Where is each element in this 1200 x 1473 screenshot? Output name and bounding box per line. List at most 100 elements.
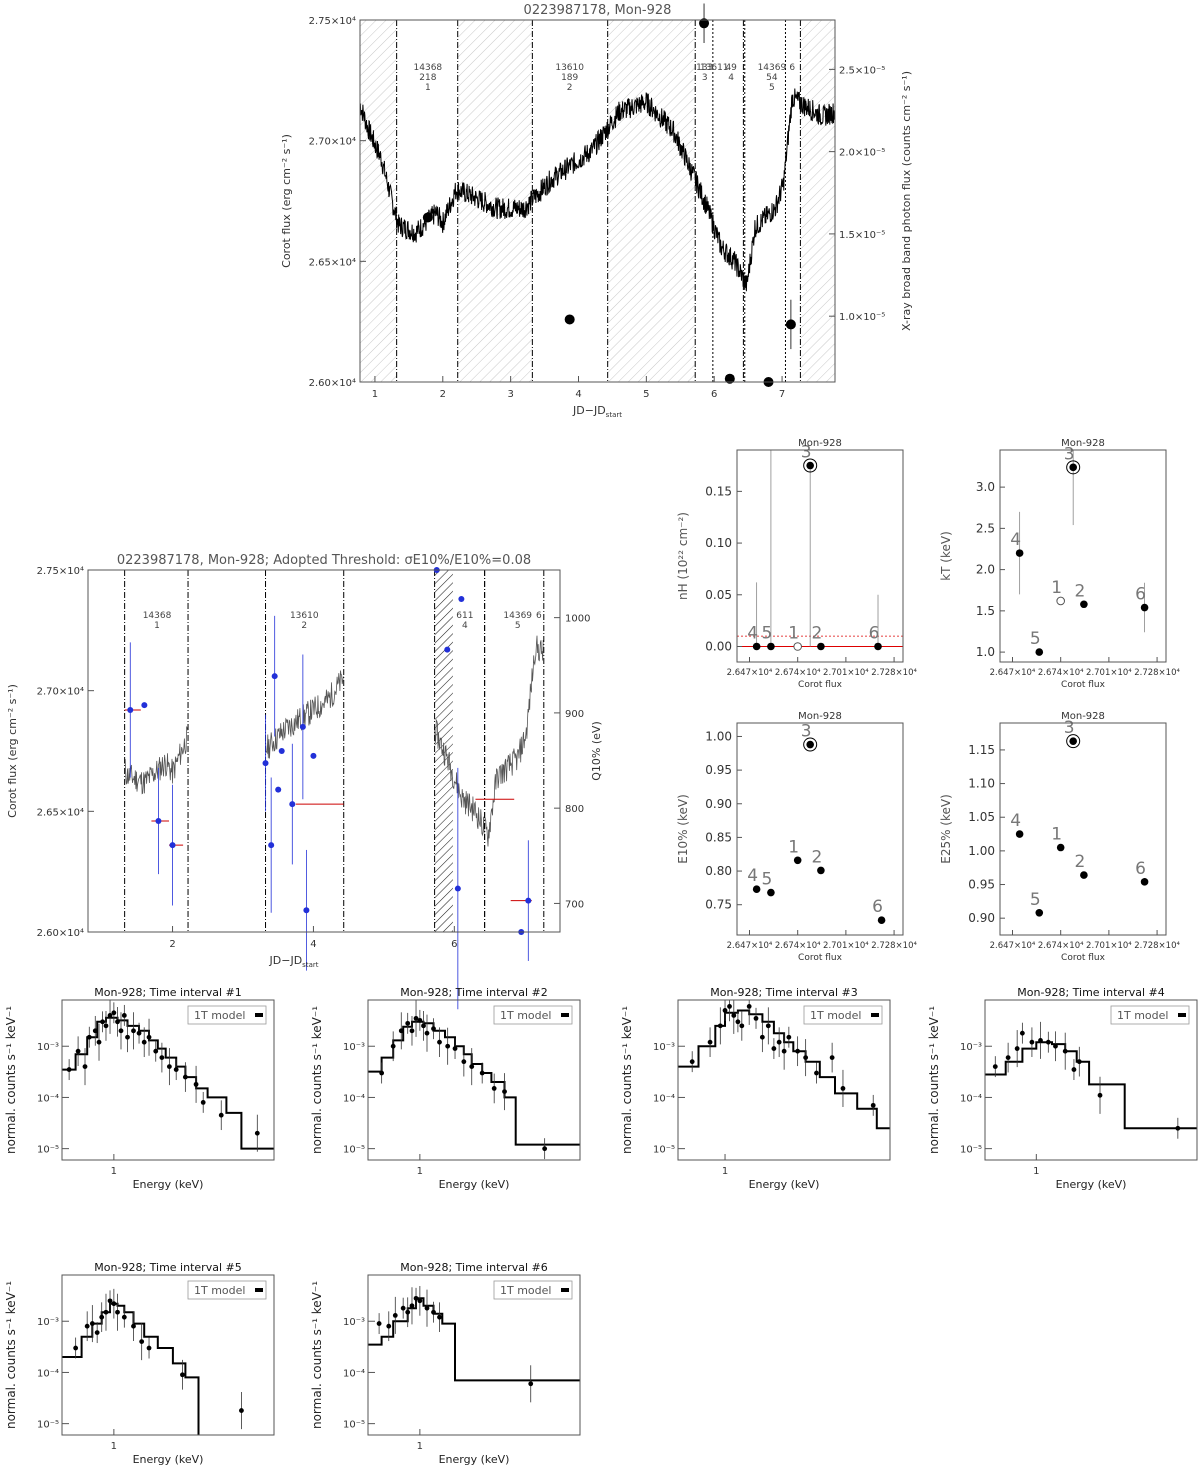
nh-panel: 4 5 1 2 3 6 Mon-928 2.647×10⁴ 2.674×10⁴ 2.701×10⁴… xyxy=(676,438,918,690)
data-point xyxy=(1140,878,1149,886)
spectrum-point xyxy=(75,1048,81,1054)
obsid-label: 14368 xyxy=(143,611,172,621)
data-point xyxy=(793,856,802,865)
legend-swatch xyxy=(255,1288,263,1292)
spectrum-point xyxy=(107,1013,113,1018)
y2-axis-label: X-ray broad band photon flux (counts cm⁻… xyxy=(900,71,913,331)
point-ring xyxy=(1066,734,1081,749)
spectrum-point xyxy=(146,1034,152,1040)
spectrum-point xyxy=(146,1345,152,1351)
spectrum-point xyxy=(1062,1048,1068,1054)
y-tick-label: 1.05 xyxy=(968,810,995,824)
y-tick-label: 2.0 xyxy=(976,563,995,577)
y-tick-label: 2.5 xyxy=(976,521,995,535)
data-point xyxy=(1015,830,1024,838)
x-tick-label: 2.701×10⁴ xyxy=(823,668,869,678)
legend-entry: 1T model xyxy=(194,1009,245,1022)
spectrum-point xyxy=(84,1323,90,1329)
spec3-panel: Mon-928; Time interval #3 1T model 1 10⁻⁵ 10… xyxy=(620,986,891,1191)
y-tick-label: 0.90 xyxy=(705,797,732,811)
lightcurve-panel: 1436821811361018921333136114941436954560… xyxy=(280,3,913,419)
y-tick-label: 2.60×10⁴ xyxy=(37,928,84,939)
data-point xyxy=(1069,737,1077,745)
data-point xyxy=(1015,549,1024,557)
spectrum-point xyxy=(218,1112,224,1118)
spec2-frame xyxy=(367,999,581,1161)
spectrum-point xyxy=(89,1321,95,1326)
spectrum-point xyxy=(121,1314,127,1320)
y-axis-label: normal. counts s⁻¹ keV⁻¹ xyxy=(310,1006,324,1154)
y-tick-label: 10⁻⁵ xyxy=(37,1420,59,1431)
y2-axis-label: Q10% (eV) xyxy=(590,721,603,780)
spectrum-point xyxy=(786,1034,792,1040)
quantile-point xyxy=(303,907,310,914)
quantile-point xyxy=(155,817,162,824)
spectrum-point xyxy=(445,1043,451,1049)
obsid-label: 14369 xyxy=(758,63,787,73)
corot-series-line xyxy=(124,726,189,795)
y-tick-label: 10⁻⁴ xyxy=(37,1368,59,1379)
data-point xyxy=(1140,603,1149,612)
y2-tick-label: 700 xyxy=(565,899,584,910)
spectrum-point xyxy=(103,1023,109,1029)
model-curve xyxy=(368,1020,580,1146)
spec1-panel: Mon-928; Time interval #1 1T model 1 10⁻⁵ 10… xyxy=(4,986,275,1191)
spectrum-point xyxy=(66,1067,72,1072)
y-tick-label: 10⁻³ xyxy=(343,1317,365,1328)
obsid-label: 611 xyxy=(456,611,473,621)
quantile-point xyxy=(299,723,306,730)
spectrum-point xyxy=(417,1298,423,1304)
x-tick-label: 2.647×10⁴ xyxy=(727,668,773,678)
point-label: 2 xyxy=(1074,581,1085,601)
spectrum-point xyxy=(1038,1038,1043,1043)
spectrum-point xyxy=(115,1019,120,1025)
x-axis-label: Energy (keV) xyxy=(133,1178,204,1191)
spectrum-point xyxy=(94,1330,100,1335)
spectrum-point xyxy=(73,1345,79,1351)
point-ring xyxy=(1066,460,1081,475)
y-axis-label: E25% (keV) xyxy=(939,794,953,864)
spec5-frame xyxy=(61,1274,275,1436)
spectrum-point xyxy=(992,1064,998,1070)
spectrum-point xyxy=(398,1028,404,1034)
legend-swatch xyxy=(561,1288,569,1292)
obsid-label: 49 xyxy=(725,63,737,73)
e25-panel: 4 5 12 3 6 Mon-928 2.647×10⁴ 2.674×10⁴ 2.701×10⁴… xyxy=(939,711,1181,963)
x-tick-label: 3 xyxy=(507,389,513,400)
spectrum-point xyxy=(717,1023,723,1029)
x-tick-label: 2.728×10⁴ xyxy=(1134,668,1180,678)
spectrum-point xyxy=(180,1372,185,1378)
spectrum-point xyxy=(753,1015,759,1021)
y-tick-label: 1.5 xyxy=(976,604,995,618)
corot-series-line xyxy=(359,88,836,292)
y-tick-label: 10⁻³ xyxy=(37,1042,59,1053)
spectrum-point xyxy=(431,1026,436,1032)
spectrum-point xyxy=(1076,1059,1082,1065)
spectrum-point xyxy=(405,1020,411,1026)
x-axis-label-sub: start xyxy=(302,961,319,969)
spectrum-point xyxy=(379,1070,385,1076)
spectrum-point xyxy=(424,1305,430,1311)
legend-entry: 1T model xyxy=(810,1009,861,1022)
point-label: 1 xyxy=(1051,578,1062,598)
e25-frame xyxy=(999,722,1167,936)
x-tick-label: 5 xyxy=(643,389,649,400)
legend-box xyxy=(1110,1005,1190,1025)
point-label: 1 xyxy=(788,837,799,857)
y-tick-label: 0.10 xyxy=(705,536,732,550)
y-tick-label: 10⁻⁵ xyxy=(343,1145,365,1156)
data-point xyxy=(817,642,825,651)
spectrum-point xyxy=(727,1003,732,1009)
point-label: 4 xyxy=(1010,530,1021,550)
x-axis-label: Energy (keV) xyxy=(749,1178,820,1191)
y-tick-label: 1.10 xyxy=(968,777,995,791)
obsid-label: 189 xyxy=(561,73,578,83)
y-axis-label: nH (10²² cm⁻²) xyxy=(676,512,690,600)
spectrum-point xyxy=(1053,1043,1058,1049)
point-label: 3 xyxy=(1064,718,1075,738)
y2-tick-label: 1000 xyxy=(565,614,590,625)
spectrum-point xyxy=(1071,1067,1077,1072)
obsid-label: 218 xyxy=(419,73,436,83)
spec3-frame xyxy=(677,999,891,1161)
y2-tick-label: 900 xyxy=(565,709,584,720)
